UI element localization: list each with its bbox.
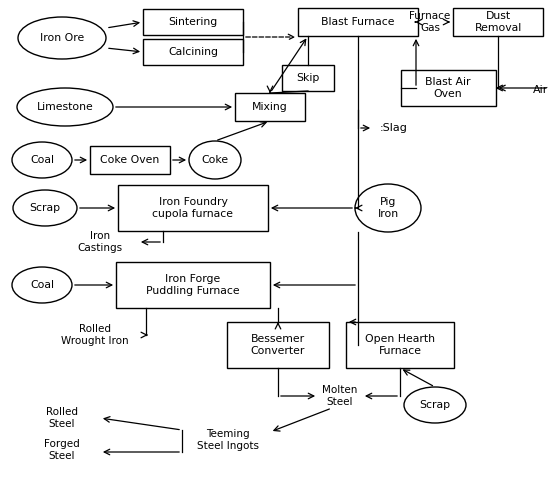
- Bar: [282, 65, 334, 91]
- Text: Blast Furnace: Blast Furnace: [321, 17, 395, 27]
- Ellipse shape: [404, 387, 466, 423]
- Ellipse shape: [13, 190, 77, 226]
- Bar: [90, 146, 170, 174]
- Ellipse shape: [355, 184, 421, 232]
- Text: Air: Air: [533, 85, 548, 95]
- Bar: [116, 262, 270, 308]
- Bar: [118, 185, 268, 231]
- Text: Skip: Skip: [296, 73, 320, 83]
- Text: Bessemer
Converter: Bessemer Converter: [251, 334, 305, 356]
- Text: :Slag: :Slag: [380, 123, 408, 133]
- Bar: [143, 9, 243, 35]
- Bar: [235, 93, 305, 121]
- Ellipse shape: [17, 88, 113, 126]
- Text: Coke Oven: Coke Oven: [100, 155, 160, 165]
- Bar: [143, 39, 243, 65]
- Text: Coal: Coal: [30, 155, 54, 165]
- Text: Dust
Removal: Dust Removal: [474, 11, 522, 33]
- Bar: [453, 8, 543, 36]
- Text: Rolled
Wrought Iron: Rolled Wrought Iron: [61, 324, 129, 346]
- Text: Forged
Steel: Forged Steel: [44, 439, 80, 461]
- Bar: [298, 8, 418, 36]
- Text: Rolled
Steel: Rolled Steel: [46, 407, 78, 429]
- Text: Mixing: Mixing: [252, 102, 288, 112]
- Text: Blast Air
Oven: Blast Air Oven: [425, 77, 470, 99]
- Text: Limestone: Limestone: [37, 102, 93, 112]
- Ellipse shape: [18, 17, 106, 59]
- Bar: [227, 322, 329, 368]
- Bar: [401, 70, 496, 106]
- Text: Scrap: Scrap: [419, 400, 451, 410]
- Text: Sintering: Sintering: [169, 17, 217, 27]
- Text: Furnace
Gas: Furnace Gas: [410, 11, 451, 33]
- Text: Pig
Iron: Pig Iron: [378, 197, 399, 219]
- Ellipse shape: [189, 141, 241, 179]
- Text: Scrap: Scrap: [30, 203, 60, 213]
- Text: Iron Forge
Puddling Furnace: Iron Forge Puddling Furnace: [146, 274, 240, 296]
- Text: Coal: Coal: [30, 280, 54, 290]
- Text: Coke: Coke: [201, 155, 228, 165]
- Bar: [346, 322, 454, 368]
- Text: Iron Ore: Iron Ore: [40, 33, 84, 43]
- Ellipse shape: [12, 142, 72, 178]
- Ellipse shape: [12, 267, 72, 303]
- Text: Iron Foundry
cupola furnace: Iron Foundry cupola furnace: [153, 197, 233, 219]
- Text: Open Hearth
Furnace: Open Hearth Furnace: [365, 334, 435, 356]
- Text: Iron
Castings: Iron Castings: [77, 231, 122, 253]
- Text: Teeming
Steel Ingots: Teeming Steel Ingots: [197, 429, 259, 451]
- Text: Calcining: Calcining: [168, 47, 218, 57]
- Text: Molten
Steel: Molten Steel: [322, 385, 358, 407]
